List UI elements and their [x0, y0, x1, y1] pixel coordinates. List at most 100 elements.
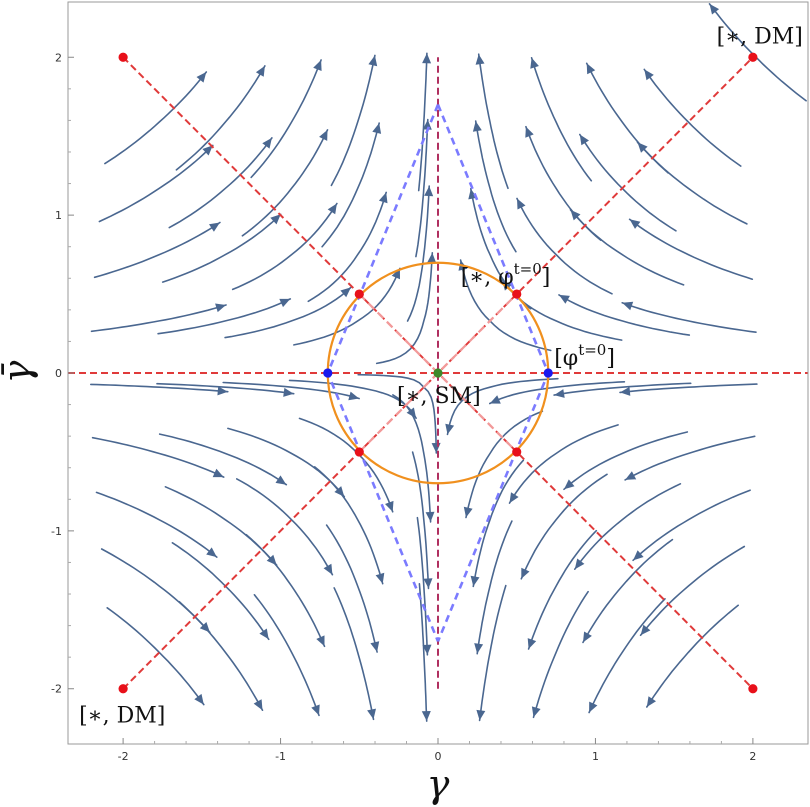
streamline: [164, 486, 278, 566]
streamline: [241, 129, 329, 237]
stream-arrowhead: [368, 55, 378, 67]
streamline: [532, 590, 589, 719]
stream-arrowhead: [206, 547, 217, 558]
streamline: [489, 381, 626, 405]
stream-arrowhead: [583, 631, 592, 643]
streamline: [321, 122, 380, 248]
streamline: [619, 383, 758, 394]
streamline: [330, 54, 376, 187]
y-tick-label: -1: [51, 525, 62, 538]
streamline: [465, 410, 544, 519]
stream-arrowhead: [311, 704, 320, 716]
streamline: [628, 218, 754, 280]
streamline: [375, 252, 434, 365]
streamline: [293, 267, 401, 346]
streamline: [478, 584, 507, 722]
streamline: [530, 57, 593, 182]
stream-arrowhead: [421, 711, 431, 722]
streamline: [236, 478, 334, 576]
streamline: [639, 545, 746, 637]
fixed-point-blue: [543, 368, 553, 378]
annotations: [∗, DM] [∗, DM] [∗, SM] [∗, φt=0] [φt=0]: [79, 24, 803, 728]
streamline: [157, 298, 292, 335]
stream-arrowhead: [589, 701, 598, 713]
streamline: [588, 598, 666, 714]
stream-arrowhead: [196, 72, 207, 83]
annotation-label: [∗, φt=0]: [461, 260, 551, 290]
annotation-label: [∗, DM]: [717, 24, 803, 49]
streamline: [178, 600, 264, 711]
stream-arrowhead: [422, 53, 432, 64]
stream-arrowhead: [270, 214, 281, 225]
streamline: [527, 529, 598, 650]
stream-arrowhead: [424, 186, 434, 197]
streamline: [563, 431, 689, 491]
stream-arrowhead: [579, 134, 589, 146]
x-axis-label: γ: [427, 762, 450, 806]
streamline: [477, 53, 509, 190]
streamline: [516, 197, 613, 295]
stream-arrowhead: [262, 137, 272, 149]
annotation-label: [∗, SM]: [397, 384, 481, 409]
stream-arrowhead: [422, 644, 432, 655]
stream-arrowhead: [475, 54, 485, 65]
annotation-label: [∗, DM]: [79, 704, 165, 729]
streamline: [231, 202, 338, 291]
stream-arrowhead: [709, 3, 720, 15]
stream-arrowhead: [323, 563, 333, 575]
stream-arrowhead: [629, 219, 641, 229]
streamline: [624, 435, 756, 481]
stream-arrowhead: [194, 693, 204, 705]
streamline: [90, 304, 227, 333]
fixed-point-red: [748, 684, 758, 694]
streamline: [158, 433, 288, 486]
stream-arrowhead: [472, 121, 482, 132]
stream-arrowhead: [646, 696, 656, 707]
streamline: [520, 473, 608, 580]
stream-arrowhead: [620, 386, 631, 396]
streamline: [253, 594, 320, 717]
stream-arrowhead: [625, 471, 637, 480]
streamline: [416, 516, 429, 656]
streamline: [646, 604, 739, 708]
streamline: [325, 524, 378, 653]
y-axis-label: γ̄: [0, 360, 39, 383]
stream-arrowhead: [564, 479, 575, 490]
annotation-label: [φt=0]: [554, 341, 615, 371]
stream-arrowhead: [463, 506, 473, 518]
streamline: [106, 607, 205, 706]
streamline: [569, 209, 685, 286]
streamline: [417, 52, 428, 192]
fixed-points: [118, 52, 758, 694]
stream-arrowhead: [489, 395, 501, 404]
stream-arrowhead: [637, 142, 648, 153]
stream-arrowhead: [431, 442, 441, 453]
y-tick-label: -2: [51, 683, 62, 696]
stream-arrowhead: [622, 301, 634, 311]
fixed-point-blue: [323, 368, 333, 378]
stream-arrowhead: [327, 203, 337, 215]
streamline: [632, 489, 751, 562]
axis-ticks: -2 -1 0 1 2 -2 -1 0 1 2: [51, 51, 756, 763]
streamline: [307, 191, 387, 303]
y-tick-label: 1: [55, 209, 62, 222]
streamline: [100, 548, 211, 634]
stream-arrowhead: [275, 475, 287, 485]
streamline: [91, 436, 225, 478]
stream-arrowhead: [319, 129, 328, 141]
stream-arrowhead: [527, 638, 537, 649]
fixed-point-red: [748, 52, 758, 62]
streamline: [227, 427, 346, 498]
stream-arrowhead: [445, 423, 455, 435]
streamline: [476, 520, 513, 655]
stream-arrowhead: [367, 708, 376, 720]
fixed-point-red: [512, 447, 522, 457]
streamline: [168, 137, 273, 229]
streamline: [472, 459, 525, 588]
streamline: [104, 71, 208, 165]
stream-arrowhead: [283, 387, 294, 397]
streamline: [90, 383, 229, 393]
stream-arrowhead: [340, 287, 351, 298]
stream-arrowhead: [530, 57, 539, 69]
stream-arrowhead: [375, 572, 385, 584]
